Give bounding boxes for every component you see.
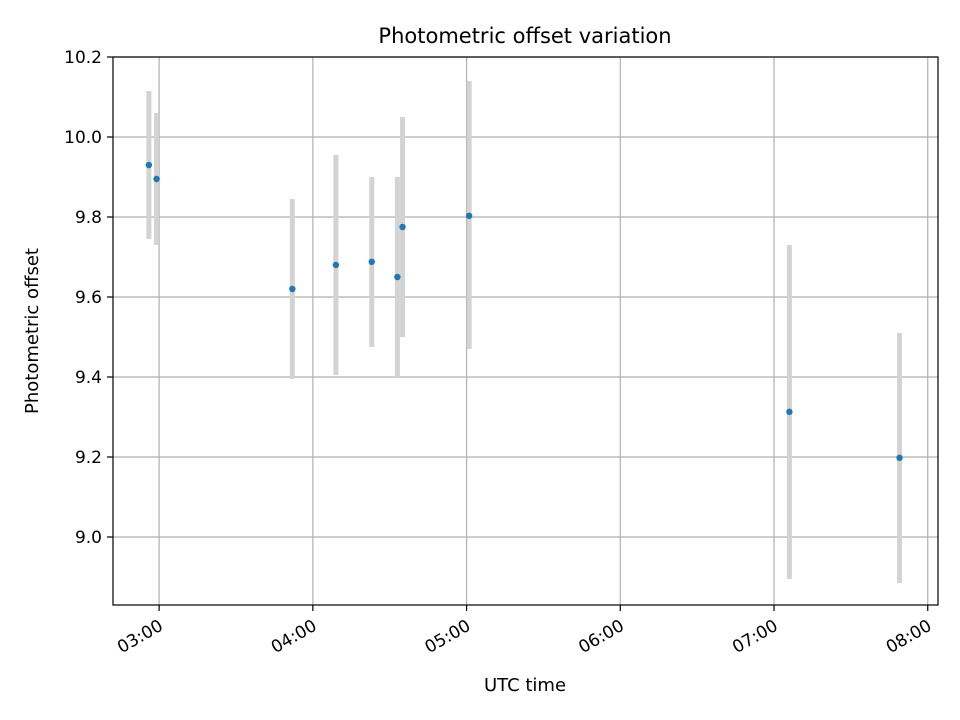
axis-ticks: 03:00 04:00 05:00 06:00 07:00 08:00 9.0 9.2 9.4 9…	[64, 48, 935, 658]
data-point	[399, 223, 406, 231]
y-axis-label: Photometric offset	[22, 248, 43, 414]
y-tick-label: 10.2	[64, 48, 102, 68]
grid-lines	[113, 56, 938, 605]
x-tick-label: 05:00	[422, 616, 474, 658]
x-tick-label: 08:00	[883, 616, 935, 658]
x-axis-label: UTC time	[484, 675, 566, 696]
x-tick-label: 04:00	[268, 616, 320, 658]
error-bars	[146, 81, 903, 583]
y-tick-label: 9.0	[75, 528, 102, 548]
y-tick-label: 10.0	[64, 128, 102, 148]
data-point	[786, 408, 793, 415]
x-tick-label: 07:00	[729, 616, 781, 658]
data-point	[465, 212, 473, 219]
x-tick-label: 03:00	[114, 616, 166, 658]
y-tick-label: 9.2	[75, 448, 102, 468]
data-point	[332, 261, 340, 269]
data-point	[896, 454, 903, 461]
y-tick-label: 9.6	[75, 288, 102, 308]
data-point	[153, 175, 160, 183]
y-tick-label: 9.4	[75, 368, 102, 388]
chart-title: Photometric offset variation	[378, 24, 671, 48]
plot-frame	[112, 56, 939, 606]
y-tick-label: 9.8	[75, 208, 102, 228]
x-tick-label: 06:00	[575, 616, 627, 658]
data-point	[289, 285, 296, 293]
data-point	[368, 258, 375, 265]
data-point	[394, 273, 401, 281]
data-point	[145, 161, 153, 169]
data-points	[145, 161, 903, 461]
